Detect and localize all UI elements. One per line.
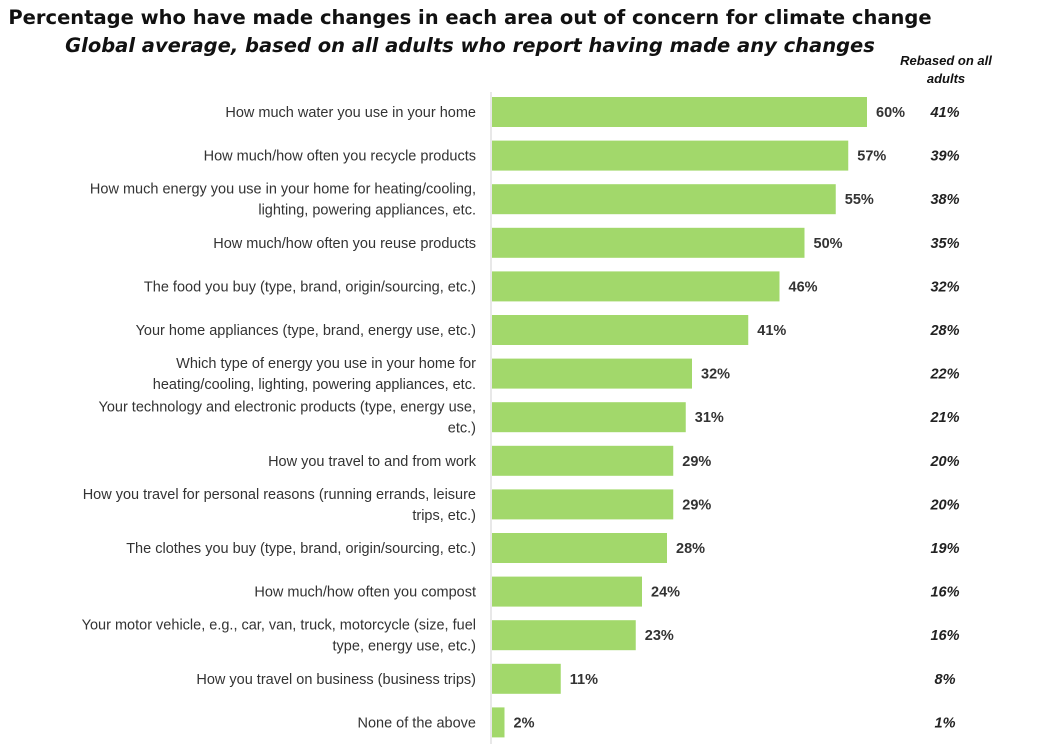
bar <box>492 663 561 694</box>
value-label: 41% <box>757 323 786 339</box>
value-label: 60% <box>876 105 905 121</box>
value-label: 28% <box>676 541 705 557</box>
value-label: 24% <box>651 585 680 601</box>
rebased-value-label: 41% <box>929 105 959 121</box>
rebased-value-label: 22% <box>929 367 959 383</box>
rebased-value-label: 19% <box>930 541 959 557</box>
category-label: The food you buy (type, brand, origin/so… <box>144 279 476 295</box>
value-label: 50% <box>814 236 843 252</box>
bar <box>492 97 867 127</box>
category-label: None of the above <box>357 715 476 731</box>
bar <box>492 315 749 345</box>
value-label: 57% <box>857 149 886 165</box>
rebased-value-label: 21% <box>929 410 959 426</box>
category-label: Which type of energy you use in your hom… <box>153 356 476 393</box>
bar <box>492 184 836 215</box>
rebased-value-label: 28% <box>929 323 959 339</box>
rebased-value-label: 20% <box>929 454 959 470</box>
bar <box>492 227 805 258</box>
rebased-value-label: 16% <box>930 585 959 601</box>
value-label: 2% <box>514 715 535 731</box>
value-label: 23% <box>645 628 674 644</box>
category-label: How much/how often you recycle products <box>204 149 476 165</box>
bar <box>492 576 642 607</box>
rebased-value-label: 32% <box>930 279 959 295</box>
category-label: How much/how often you compost <box>254 585 476 601</box>
bar <box>492 489 674 520</box>
rebased-value-label: 39% <box>930 149 959 165</box>
bar <box>492 445 674 476</box>
category-label: How you travel on business (business tri… <box>196 672 476 688</box>
rebased-value-label: 35% <box>930 236 959 252</box>
bar <box>492 620 636 651</box>
value-label: 55% <box>845 192 874 208</box>
rebased-value-label: 20% <box>929 497 959 513</box>
category-label: Your home appliances (type, brand, energ… <box>136 323 476 339</box>
value-label: 29% <box>682 454 711 470</box>
category-label: How much water you use in your home <box>225 105 476 121</box>
category-label: How you travel to and from work <box>268 454 477 470</box>
chart-subtitle: Global average, based on all adults who … <box>65 34 875 57</box>
bar <box>492 707 505 738</box>
chart-title: Percentage who have made changes in each… <box>8 6 932 29</box>
value-label: 32% <box>701 367 730 383</box>
rebased-value-label: 1% <box>935 715 956 731</box>
value-label: 46% <box>789 279 818 295</box>
rebased-value-label: 8% <box>935 672 956 688</box>
category-label: How much/how often you reuse products <box>213 236 476 252</box>
category-label: How much energy you use in your home for… <box>90 182 476 219</box>
category-label: Your technology and electronic products … <box>98 400 476 437</box>
bar <box>492 271 780 302</box>
value-label: 31% <box>695 410 724 426</box>
rebased-value-label: 16% <box>930 628 959 644</box>
category-label: The clothes you buy (type, brand, origin… <box>126 541 476 557</box>
bar <box>492 140 849 171</box>
value-label: 29% <box>682 497 711 513</box>
rebased-value-label: 38% <box>930 192 959 208</box>
category-label: Your motor vehicle, e.g., car, van, truc… <box>82 618 476 655</box>
bar <box>492 533 667 563</box>
value-label: 11% <box>570 672 598 688</box>
bar <box>492 402 686 433</box>
category-label: How you travel for personal reasons (run… <box>83 487 476 524</box>
bar <box>492 358 692 389</box>
rebased-column-header: Rebased on all adults <box>900 53 992 86</box>
